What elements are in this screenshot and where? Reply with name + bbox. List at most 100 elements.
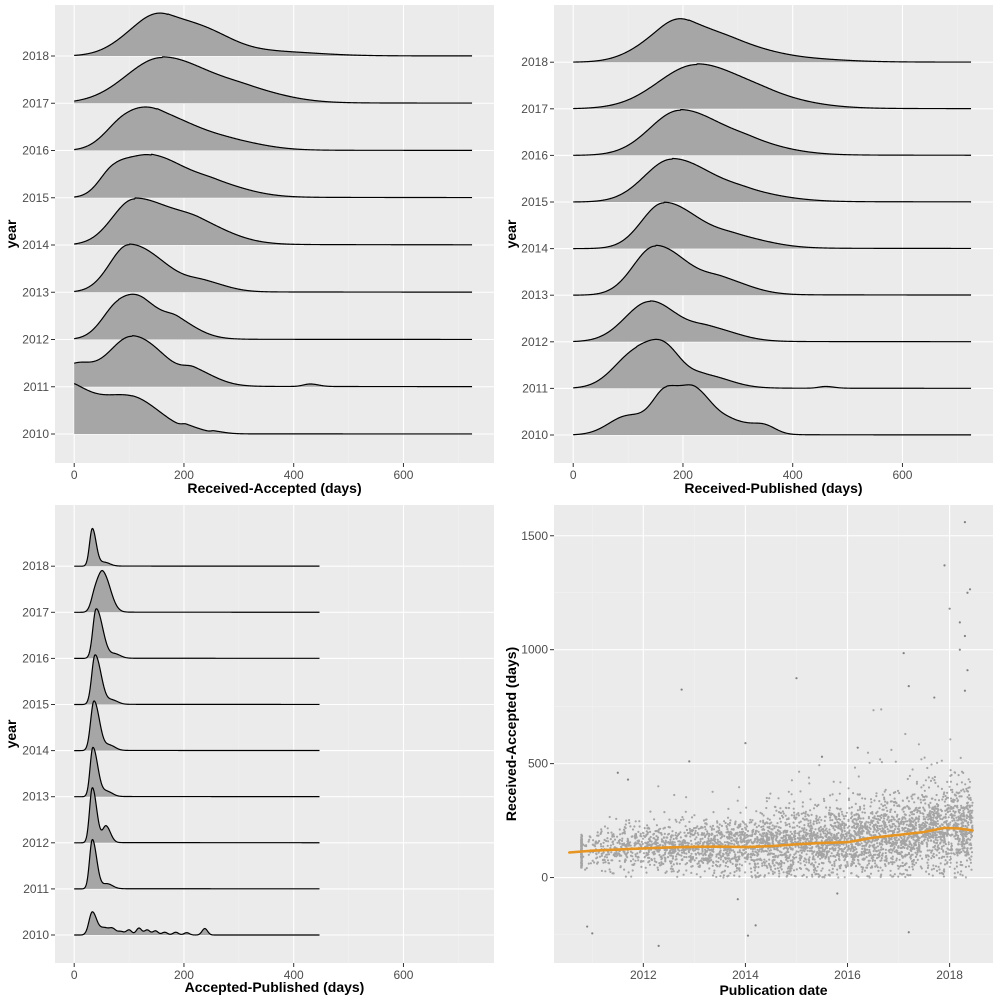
x-axis-title: Received-Published (days) <box>684 480 862 496</box>
y-tick-label: 1000 <box>521 643 548 657</box>
y-tick-label: 2011 <box>23 882 49 896</box>
y-tick-label: 2016 <box>22 144 49 158</box>
y-tick-label: 2010 <box>22 928 49 942</box>
ridge-outline-2014 <box>74 700 320 752</box>
y-tick-label: 2016 <box>22 651 49 665</box>
ridge-fill-2014 <box>74 701 320 751</box>
ridge-outline-2017 <box>74 56 473 104</box>
ridge-outline-2012 <box>573 300 972 343</box>
ridgeline-accepted-published: 2010 2011 2012 2013 2014 2015 2016 2017 2018 0 200… <box>3 505 494 995</box>
x-tick-label: 2018 <box>936 968 963 982</box>
scatter-points <box>580 520 974 948</box>
ridge-outline-2018 <box>74 12 473 57</box>
y-tick-label: 0 <box>541 871 548 885</box>
y-tick-label: 2014 <box>22 238 49 252</box>
y-axis-title: year <box>3 719 19 748</box>
ridge-outline-2018 <box>74 527 320 567</box>
y-axis-title: year <box>503 219 519 248</box>
scatter-point <box>958 621 961 624</box>
scatter-point <box>744 742 747 745</box>
ridge-outline-2012 <box>74 293 473 341</box>
x-tick-label: 200 <box>174 468 194 482</box>
ridge-fill-2016 <box>74 107 473 151</box>
ridge-fill-2017 <box>573 63 972 109</box>
ridge-outline-2016 <box>573 108 972 156</box>
axis-ticks: 2010 2011 2012 2013 2014 2015 2016 2017 2018 0 200… <box>22 559 413 982</box>
ridge-fill-2017 <box>74 570 320 613</box>
scatter-point <box>591 932 594 935</box>
ridge-fill-2015 <box>573 158 972 202</box>
x-tick-label: 600 <box>393 468 413 482</box>
scatter-point <box>657 944 660 948</box>
scatter-point <box>680 688 683 691</box>
ridge-outline-2010 <box>74 911 320 936</box>
scatter-point <box>856 746 859 749</box>
scatter-point <box>966 591 969 594</box>
y-tick-label: 2017 <box>521 102 548 116</box>
y-tick-label: 1500 <box>521 529 548 543</box>
x-axis-title: Accepted-Published (days) <box>185 979 365 995</box>
scatter-point <box>963 689 967 692</box>
x-tick-label: 600 <box>393 968 413 982</box>
density-ridges <box>573 18 972 436</box>
ridge-outline-2011 <box>74 838 320 890</box>
ridge-fill-2015 <box>74 154 473 198</box>
scatter-point-cloud <box>580 708 974 879</box>
y-tick-label: 500 <box>528 757 548 771</box>
ridge-fill-2013 <box>74 747 320 797</box>
ridge-fill-2013 <box>74 244 473 293</box>
ridge-fill-2018 <box>74 13 473 56</box>
scatter-point <box>754 924 757 927</box>
ridge-outline-2014 <box>573 201 972 250</box>
scatter-publication-date: 2012 2014 2016 2018 0 500 1000 1500 Publication… <box>503 505 993 998</box>
ridge-fill-2014 <box>74 198 473 245</box>
ridge-outline-2011 <box>74 335 473 388</box>
ridgeline-received-published: 2010 2011 2012 2013 2014 2015 2016 2017 2018 0 200… <box>503 5 993 496</box>
scatter-point <box>626 778 630 781</box>
scatter-point <box>958 648 961 651</box>
ridge-outline-2015 <box>573 157 972 203</box>
x-tick-label: 2014 <box>732 968 759 982</box>
density-ridges <box>73 12 473 435</box>
ridge-fill-2016 <box>573 109 972 156</box>
y-tick-label: 2015 <box>521 195 548 209</box>
ridge-outline-2013 <box>74 243 473 293</box>
scatter-point <box>746 934 750 937</box>
ridge-fill-2018 <box>74 528 320 567</box>
y-axis-title: Received-Accepted (days) <box>503 647 519 821</box>
ridge-fill-2018 <box>573 18 972 63</box>
y-axis-title: year <box>3 219 19 248</box>
x-tick-label: 2016 <box>834 968 861 982</box>
ridge-outline-2015 <box>74 153 473 199</box>
ridge-fill-2015 <box>74 654 320 705</box>
panel-background <box>55 505 494 963</box>
y-tick-label: 2015 <box>22 698 49 712</box>
scatter-point <box>795 677 798 680</box>
ridge-fill-2011 <box>74 335 473 387</box>
y-tick-label: 2016 <box>521 148 548 162</box>
y-tick-label: 2012 <box>22 333 49 347</box>
y-tick-label: 2017 <box>22 96 49 110</box>
ridge-outline-2017 <box>74 569 320 613</box>
scatter-point <box>907 931 910 934</box>
ridge-outline-2016 <box>74 608 320 659</box>
ridge-outline-2011 <box>573 338 972 389</box>
y-tick-label: 2018 <box>521 55 548 69</box>
scatter-point <box>933 696 936 699</box>
ridge-fill-2014 <box>573 202 972 249</box>
ridge-outline-2018 <box>573 18 972 63</box>
trend-line-group <box>568 826 974 854</box>
scatter-point <box>907 685 910 688</box>
scatter-point <box>963 520 967 524</box>
scatter-point <box>820 755 824 758</box>
y-tick-label: 2012 <box>22 836 49 850</box>
y-tick-label: 2015 <box>22 191 49 205</box>
ridge-fill-2010 <box>573 384 972 435</box>
x-axis-title: Received-Accepted (days) <box>187 480 361 496</box>
x-tick-label: 0 <box>71 968 78 982</box>
y-tick-label: 2014 <box>521 242 548 256</box>
scatter-point <box>963 634 967 638</box>
ridge-outline-2013 <box>573 244 972 296</box>
ridge-fill-2013 <box>573 245 972 296</box>
